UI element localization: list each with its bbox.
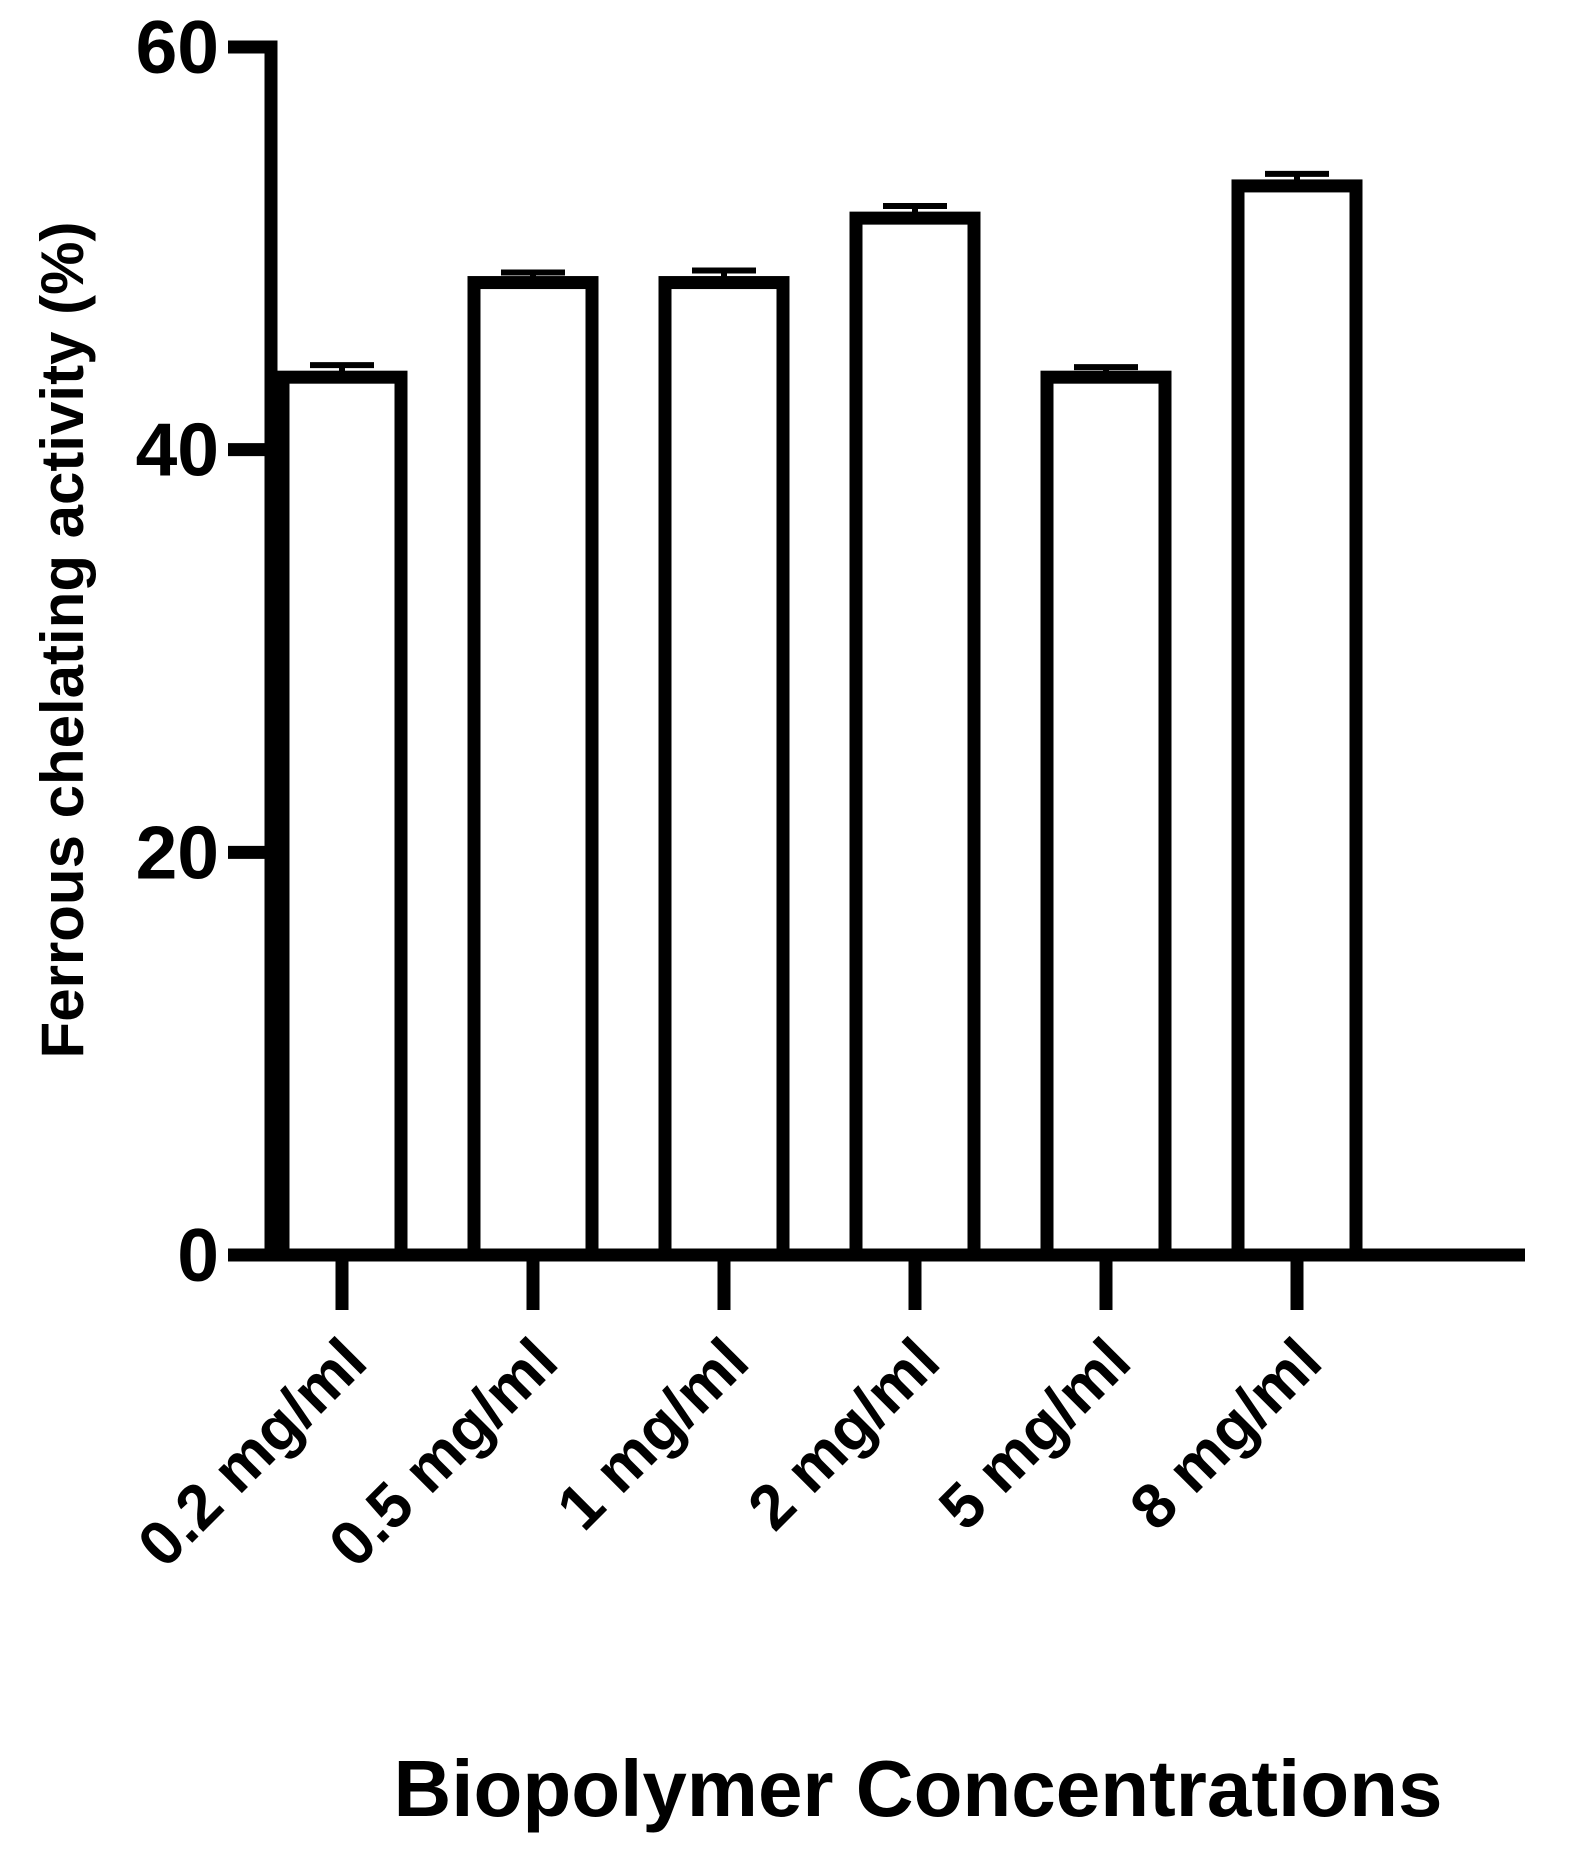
y-tick-label: 0 xyxy=(177,1213,219,1297)
x-tick-label: 8 mg/ml xyxy=(1117,1325,1335,1543)
bar xyxy=(1040,370,1172,1262)
x-axis-title: Biopolymer Concentrations xyxy=(393,1744,1442,1833)
y-tick-label: 20 xyxy=(136,810,219,894)
bar xyxy=(658,276,790,1262)
bar xyxy=(849,211,981,1262)
bars-layer xyxy=(276,179,1363,1262)
x-tick-label: 5 mg/ml xyxy=(926,1325,1144,1543)
error-bars-layer xyxy=(310,170,1329,378)
x-tick-label: 1 mg/ml xyxy=(544,1325,762,1543)
x-tick-label: 2 mg/ml xyxy=(735,1325,953,1543)
y-axis-title: Ferrous chelating activity (%) xyxy=(29,222,96,1059)
y-tick-label: 40 xyxy=(136,408,219,492)
axes-layer xyxy=(228,40,1525,1310)
y-tick-label: 60 xyxy=(136,5,219,89)
bar xyxy=(276,370,408,1262)
bar xyxy=(1231,179,1363,1262)
bar xyxy=(467,276,599,1262)
